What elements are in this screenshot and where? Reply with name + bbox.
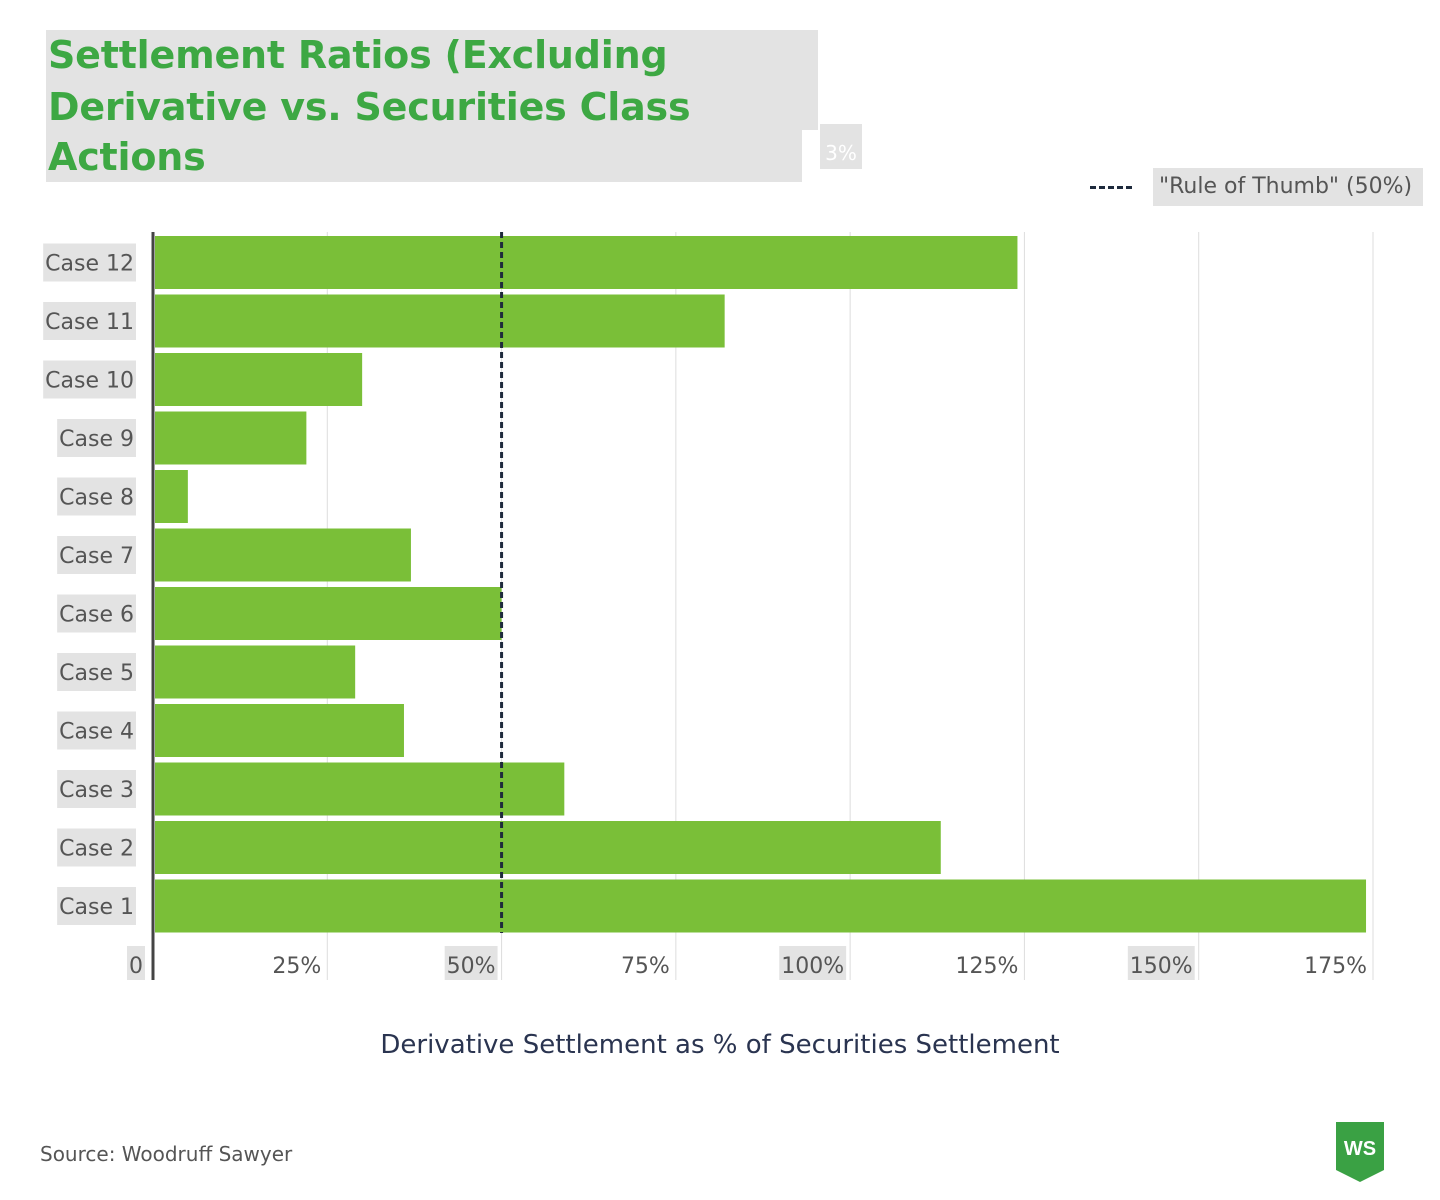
y-tick-label: Case 5 (59, 661, 134, 686)
y-tick-label-background (57, 594, 136, 633)
y-tick-label-background (57, 711, 136, 750)
woodruff-sawyer-logo: WS (1336, 1122, 1384, 1182)
y-tick-label: Case 12 (45, 252, 134, 277)
x-tick-label: 175% (1304, 954, 1367, 979)
y-tick-label-background (57, 536, 136, 574)
y-tick-label: Case 8 (59, 486, 134, 511)
stray-data-label: 3% (820, 124, 862, 169)
x-tick-label: 150% (1130, 954, 1193, 979)
x-axis-title: Derivative Settlement as % of Securities… (380, 1030, 1060, 1060)
bar-case-12 (155, 236, 1018, 289)
x-tick-label-background (1127, 946, 1195, 980)
y-tick-label: Case 4 (59, 720, 134, 745)
x-tick-label: 100% (781, 954, 844, 979)
x-tick-label: 25% (272, 954, 321, 979)
svg-text:WS: WS (1344, 1138, 1376, 1160)
x-tick-label: 75% (621, 954, 670, 979)
y-tick-label-background (43, 243, 136, 282)
bar-case-4 (155, 704, 404, 757)
y-tick-label-background (57, 477, 136, 516)
x-tick-label: 50% (447, 954, 496, 979)
x-tick-label-background (779, 946, 847, 980)
y-tick-label: Case 6 (59, 603, 134, 628)
x-tick-label-background (444, 946, 498, 980)
bar-case-2 (155, 821, 941, 874)
y-tick-label-background (57, 653, 136, 691)
bar-case-5 (155, 645, 356, 699)
y-tick-label: Case 10 (45, 369, 134, 394)
y-tick-label-background (57, 419, 136, 457)
y-tick-label-background (43, 302, 136, 340)
chart-title-line-2: Derivative vs. Securities Class Actions (46, 82, 802, 182)
legend-label: "Rule of Thumb" (50%) (1153, 168, 1423, 206)
y-tick-label-background (57, 828, 136, 867)
y-tick-label: Case 9 (59, 427, 134, 452)
bar-case-3 (155, 762, 565, 816)
y-tick-label-background (57, 887, 136, 925)
x-tick-label-background (127, 946, 145, 980)
bar-case-10 (155, 353, 363, 406)
bar-case-1 (155, 879, 1367, 933)
bar-case-6 (155, 587, 502, 640)
bar-case-7 (155, 528, 411, 582)
y-tick-label-background (43, 360, 136, 399)
legend-dashed-line-swatch (1090, 186, 1132, 189)
x-tick-label: 125% (956, 954, 1019, 979)
bar-case-8 (155, 470, 188, 523)
bar-case-11 (155, 294, 725, 348)
y-tick-label: Case 7 (59, 544, 134, 569)
bar-case-9 (155, 411, 307, 465)
y-tick-label: Case 1 (59, 895, 134, 920)
y-tick-label: Case 2 (59, 837, 134, 862)
y-tick-label: Case 3 (59, 778, 134, 803)
y-tick-label-background (57, 770, 136, 808)
source-note: Source: Woodruff Sawyer (40, 1142, 293, 1166)
y-tick-label: Case 11 (45, 310, 134, 335)
x-tick-label: 0 (129, 954, 143, 979)
